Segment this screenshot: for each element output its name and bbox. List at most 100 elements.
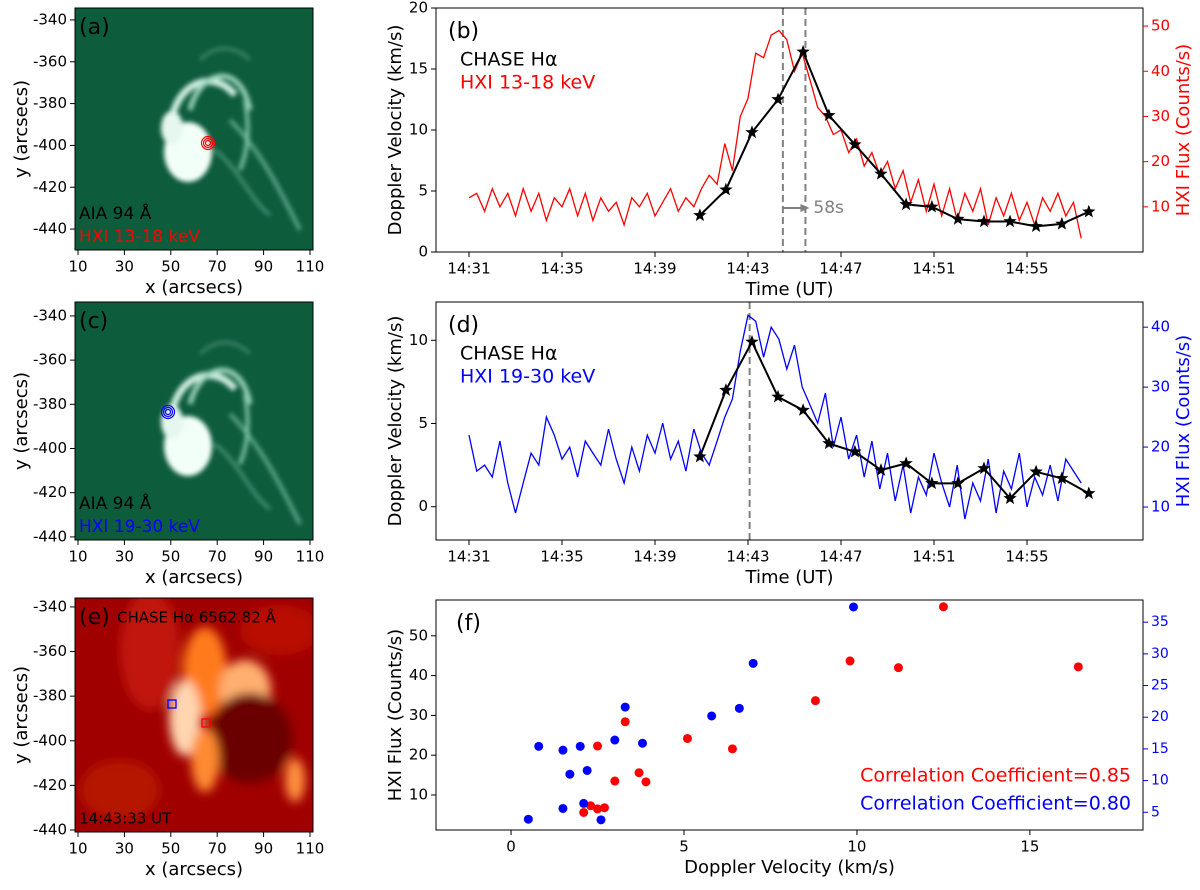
y-tick-label: 0 [418,243,428,261]
y-tick-label: -420 [33,776,67,794]
star-marker [977,214,991,228]
image [75,598,313,832]
x-tick-label: 14:39 [633,260,676,278]
y2-tick-label: 30 [1151,646,1169,662]
contour [204,139,212,147]
star-marker [951,476,965,490]
star-marker [745,125,759,139]
blob [191,728,219,792]
x-tick-label: 10 [68,258,87,276]
x-tick-label: 110 [296,548,325,566]
y2-tick-label: 20 [1151,152,1170,170]
x-axis-label: x (arcsecs) [145,859,243,880]
x-tick-label: 5 [679,838,689,856]
star-marker [848,444,862,458]
y2-tick-label: 20 [1151,438,1170,456]
axes-frame [74,7,314,251]
scatter-point [596,815,606,825]
x-tick-label: 14:39 [633,548,676,566]
y-tick-label: -440 [33,220,67,238]
series-line [698,339,1090,500]
scatter-point [748,658,758,668]
axes-frame [74,597,314,833]
star-marker [1029,464,1043,478]
x-tick-label: 14:51 [912,548,955,566]
y-tick-label: 10 [409,121,428,139]
scatter-point [523,814,533,824]
y-tick-label: -340 [33,306,67,324]
y-tick-label: -380 [33,687,67,705]
series-line [699,49,1090,228]
x-tick-label: 10 [847,838,866,856]
x-tick-label: 110 [296,258,325,276]
star-marker [693,449,707,463]
loop [187,73,253,111]
scatter-point [593,741,603,751]
series-line [468,29,1082,239]
emission [161,46,302,231]
scatter-point [575,741,585,751]
y2-tick-label: 40 [1151,62,1170,80]
blob [120,598,180,710]
y-axis-label: y (arcsecs) [11,80,32,178]
y-tick-label: -360 [33,642,67,660]
star-marker [771,92,785,106]
y-tick-label: -400 [33,731,67,749]
loop [228,118,302,231]
x-tick-label: 14:43 [726,548,769,566]
y-axis-label: HXI Flux (Counts/s) [385,629,406,801]
scatter-point [610,776,620,786]
star-marker [719,182,733,196]
x-tick-label: 14:55 [1005,548,1048,566]
blob [80,760,160,820]
star-marker [771,389,785,403]
y-tick-label: -440 [33,527,67,545]
x-tick-label: 50 [161,840,180,858]
star-marker [874,166,888,180]
x-tick-label: 70 [208,840,227,858]
loop [214,442,271,511]
x-tick-label: 50 [161,258,180,276]
y2-tick-label: 35 [1151,614,1169,630]
scatter-point [593,804,603,814]
star-marker [874,463,888,476]
scatter-point [565,769,575,779]
blob [208,693,292,783]
y-tick-label: 30 [409,706,428,724]
scatter-point [641,777,651,787]
y-tick-label: 20 [409,746,428,764]
y2-tick-label: 10 [1151,197,1170,215]
scatter-point [637,738,647,748]
x-tick-label: 14:31 [447,548,490,566]
y-tick-label: -400 [33,136,67,154]
star-marker [925,199,939,213]
series-line [468,314,1082,520]
scatter-point [845,656,855,666]
image [75,302,313,540]
annotation: 58s [813,198,844,218]
y2-tick-label: 10 [1151,773,1169,789]
star-marker [719,383,733,396]
x-tick-label: 90 [254,258,273,276]
overlay-text: HXI 19-30 keV [79,517,200,537]
loop [238,99,250,171]
y2-tick-label: 50 [1151,17,1170,35]
x-tick-label: 30 [115,548,134,566]
x-tick-label: 14:31 [447,260,490,278]
contour [202,137,214,149]
x-tick-label: 70 [208,258,227,276]
scatter-point [938,602,948,612]
overlay-text: CHASE Hα 6562.82 Å [117,608,277,627]
star-marker [1003,491,1017,505]
axes-frame [435,301,1144,541]
overlay-text: HXI 13-18 keV [79,227,200,247]
star-marker [1082,486,1096,500]
y-axis-label: Doppler Velocity (km/s) [385,25,406,236]
contour [162,406,174,418]
scatter-point [610,735,620,745]
arrow-head [800,204,810,212]
y2-tick-label: 30 [1151,107,1170,125]
y-tick-label: 10 [409,785,428,803]
y2-tick-label: 25 [1151,678,1169,694]
loop [198,340,252,356]
